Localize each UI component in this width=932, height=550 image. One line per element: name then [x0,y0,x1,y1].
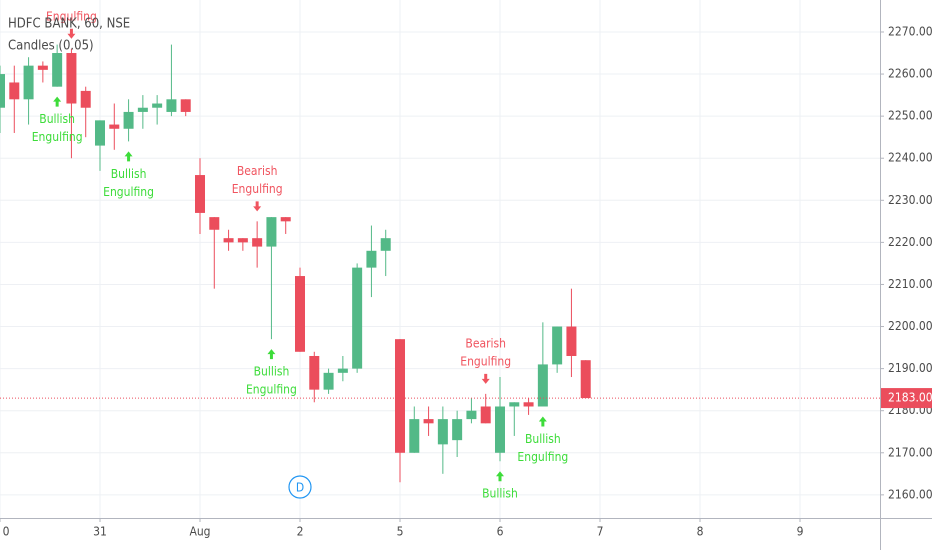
annotation-label: Bullish [525,432,561,446]
candle-body [352,267,363,369]
x-tick-label: 6 [497,525,504,539]
candle-body [195,175,205,213]
indicator-name: Candles (0.05) [8,39,94,54]
candle-body [495,406,505,453]
candle-body [223,238,234,243]
candle-body [166,99,177,112]
x-tick-label: Aug [189,525,210,539]
bullish-arrow [496,471,504,482]
last-price-box [881,388,932,409]
candle-body [66,53,77,104]
x-tick-label: 31 [93,525,107,539]
y-tick-label: 2240.00 [888,151,932,165]
annotation-label: Engulfing [460,354,511,368]
x-tick-label: 9 [797,525,804,539]
candle-body [295,276,305,352]
x-tick-label: 8 [697,525,704,539]
bearish-arrow [481,373,490,384]
bullish-arrow [267,349,276,360]
candle-body [109,124,120,129]
candle-body [137,107,148,112]
candle-body [337,368,348,373]
bearish-arrow [253,201,262,212]
candle-body [0,74,5,108]
candle-body [209,217,220,230]
annotation-label: Bullish [482,487,518,501]
y-tick-label: 2250.00 [888,109,932,123]
candle-body [566,326,577,356]
candle-body [323,372,334,390]
y-tick-label: 2260.00 [888,67,932,81]
candle-body [266,217,277,247]
x-tick-label: 0 [3,525,10,539]
bearish-arrow [67,28,76,39]
candle-body [309,355,320,390]
candle-body [552,326,563,365]
candle-body [80,90,91,108]
x-tick-label: 7 [597,525,604,539]
candle-body [423,419,434,424]
candle-body [9,82,20,100]
candle-body [180,99,191,112]
annotation-label: Engulfing [103,185,154,199]
bullish-arrow [53,96,62,107]
y-tick-label: 2270.00 [888,24,932,38]
bullish-arrow [538,416,547,427]
x-tick-label: 5 [397,525,404,539]
last-price-label: 2183.00 [888,391,932,405]
candle-body [280,217,291,222]
candle-body [152,103,163,108]
annotation-label: Bearish [237,164,278,178]
candle-body [366,250,377,268]
chart-title: HDFC BANK, 60, NSE [8,17,130,32]
y-tick-label: 2220.00 [888,235,932,249]
candle-body [37,65,48,70]
annotation-label: Bearish [465,336,506,350]
y-tick-label: 2190.00 [888,361,932,375]
candle-body [466,410,477,420]
y-tick-label: 2230.00 [888,193,932,207]
y-tick-label: 2160.00 [888,487,932,501]
candle-body [580,360,591,399]
candle-body [237,238,248,243]
candle-body [452,419,463,441]
x-tick-label: 2 [297,525,304,539]
candle-body [480,406,491,424]
annotation-label: Engulfing [46,9,97,23]
annotation-label: Engulfing [232,182,283,196]
candle-body [23,65,34,100]
bullish-arrow [124,151,133,162]
candle-body [409,419,420,453]
axes: 2160.002170.002180.002190.002200.002210.… [0,24,932,539]
candle-body [395,339,405,453]
y-tick-label: 2200.00 [888,319,932,333]
grid [0,0,880,518]
candle-body [437,419,448,445]
candle-body [252,238,263,247]
y-tick-label: 2210.00 [888,277,932,291]
annotation-label: Engulfing [517,450,568,464]
candle-body [509,402,520,407]
candle-body [523,402,534,407]
annotation-label: Engulfing [246,383,297,397]
candle-body [52,53,63,87]
plot-area: D Engulfing Bullish Engulfing Bullish Engulfi… [0,9,880,501]
candle-body [95,120,105,146]
annotation-label: Bullish [111,167,147,181]
y-tick-label: 2170.00 [888,445,932,459]
session-marker-label: D [296,481,304,495]
candle-body [537,364,548,407]
annotation-label: Bullish [39,112,75,126]
session-marker [288,475,312,499]
annotation-label: Engulfing [32,130,83,144]
candle-body [123,111,134,129]
candle-body [380,238,391,251]
annotation-label: Bullish [254,365,290,379]
